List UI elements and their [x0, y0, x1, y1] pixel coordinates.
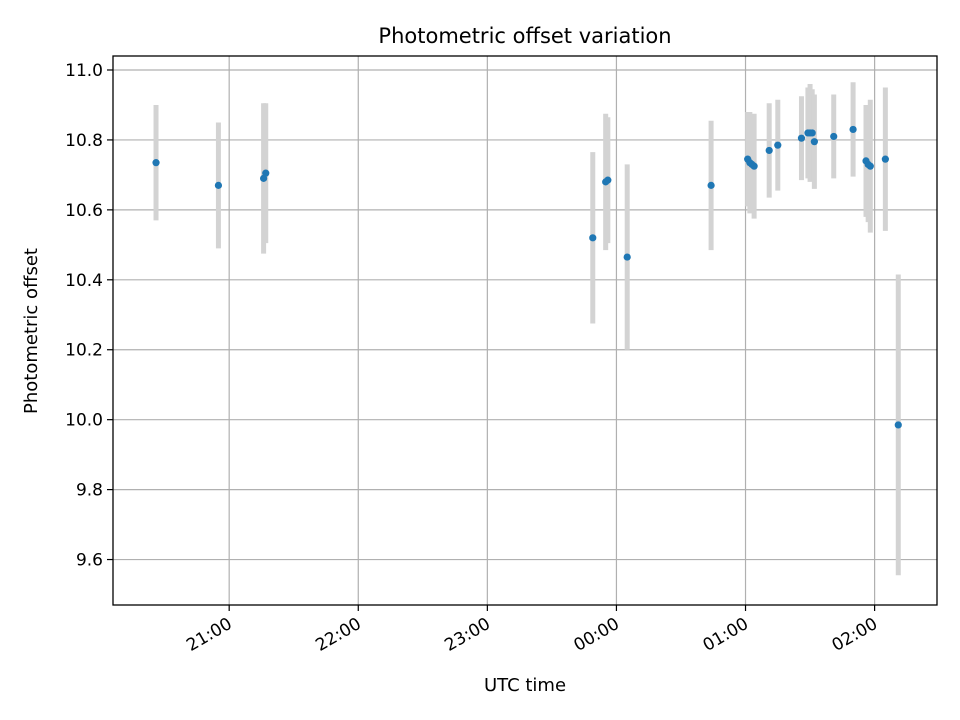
data-point	[604, 176, 612, 184]
data-point	[797, 134, 806, 142]
data-point	[866, 162, 874, 170]
chart-title: Photometric offset variation	[378, 24, 671, 48]
data-point	[152, 159, 160, 167]
data-point	[750, 162, 758, 170]
plot-frame	[112, 55, 938, 606]
y-tick-label: 10.6	[65, 201, 103, 221]
y-tick-label: 10.2	[65, 341, 103, 361]
data-point	[894, 421, 902, 429]
data-point	[765, 146, 773, 155]
data-point	[214, 181, 223, 189]
data-point	[830, 132, 838, 141]
y-tick-label: 11.0	[65, 61, 103, 81]
data-point	[262, 169, 270, 177]
y-axis-title: Photometric offset	[21, 248, 42, 414]
y-tick-label: 10.0	[65, 411, 103, 431]
data-point	[849, 125, 857, 134]
data-point	[774, 141, 782, 149]
data-point	[589, 234, 597, 242]
data-point	[808, 129, 816, 137]
data-point	[623, 253, 631, 261]
y-tick-label: 10.4	[65, 271, 103, 291]
data-points	[152, 125, 902, 429]
x-axis-title: UTC time	[484, 675, 566, 696]
data-point	[881, 155, 889, 163]
data-point	[707, 181, 715, 189]
y-tick-label: 9.6	[76, 551, 103, 571]
grid-lines	[113, 56, 937, 605]
y-axis-ticks: 9.6 9.8 10.0 10.2 10.4 10.6 10.8 11.0	[65, 61, 113, 571]
y-tick-label: 9.8	[76, 481, 103, 501]
y-tick-label: 10.8	[65, 131, 103, 151]
data-point	[810, 138, 818, 146]
